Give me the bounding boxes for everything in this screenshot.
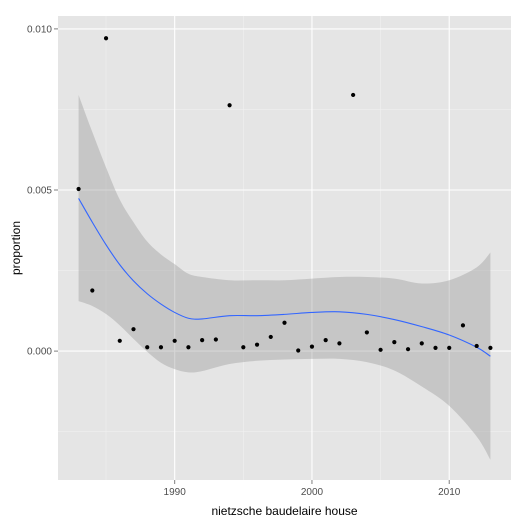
data-point: [392, 339, 397, 345]
plot-panel: [58, 16, 511, 480]
data-point: [433, 345, 438, 350]
data-point: [76, 186, 81, 192]
data-point: [241, 345, 246, 350]
major-gridlines: [58, 16, 511, 480]
data-point: [474, 343, 479, 349]
minor-gridlines: [58, 16, 511, 480]
data-point: [323, 338, 328, 343]
data-point: [254, 342, 260, 347]
y-tick-label: 0.010: [27, 24, 52, 35]
x-tick-label: 2000: [301, 487, 324, 498]
data-point: [172, 338, 177, 343]
data-point: [405, 347, 411, 352]
y-axis: 0.000 0.005 0.010: [27, 24, 58, 358]
x-tick-label: 1990: [164, 487, 187, 498]
data-points: [76, 36, 493, 353]
confidence-band: [78, 94, 491, 460]
y-tick-label: 0.005: [27, 186, 52, 197]
data-point: [145, 345, 150, 350]
data-point: [282, 320, 287, 325]
data-point: [296, 348, 301, 353]
data-point: [488, 345, 493, 350]
y-tick-label: 0.000: [27, 347, 52, 358]
smooth-line: [78, 198, 491, 357]
data-point: [131, 327, 136, 332]
data-point: [90, 288, 95, 293]
data-point: [103, 36, 109, 41]
data-point: [213, 337, 218, 342]
data-point: [186, 345, 191, 350]
data-point: [158, 345, 164, 350]
data-point: [378, 347, 383, 352]
x-axis-title: nietzsche baudelaire house: [211, 504, 357, 518]
data-point: [447, 345, 452, 350]
data-point: [117, 338, 122, 343]
y-axis-title: proportion: [9, 221, 23, 275]
data-point: [419, 341, 424, 346]
data-point: [227, 103, 232, 108]
data-point: [460, 323, 466, 328]
data-point: [268, 334, 273, 340]
data-point: [364, 330, 369, 335]
x-axis: 1990 2000 2010: [164, 480, 461, 498]
data-point: [351, 92, 356, 98]
data-point: [309, 344, 315, 349]
data-point: [337, 341, 342, 346]
data-point: [200, 338, 205, 343]
x-tick-label: 2010: [438, 487, 461, 498]
